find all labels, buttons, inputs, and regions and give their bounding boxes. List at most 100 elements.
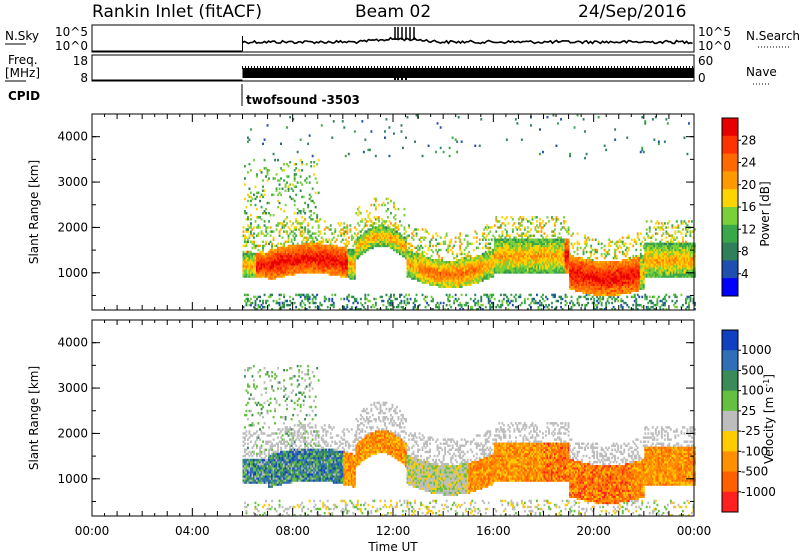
cell <box>530 246 532 250</box>
cell <box>542 303 544 307</box>
cell <box>379 228 382 231</box>
cell <box>356 248 359 252</box>
cell <box>253 261 255 264</box>
cell <box>263 220 266 223</box>
cell <box>310 199 313 203</box>
cell <box>293 177 296 180</box>
cell <box>341 252 344 256</box>
cell <box>266 256 269 260</box>
cell <box>486 261 489 264</box>
cell <box>575 259 577 262</box>
cell <box>444 269 447 272</box>
cell <box>423 271 425 274</box>
cell <box>575 289 577 293</box>
cell <box>358 230 361 233</box>
cell <box>290 256 293 260</box>
cell <box>320 242 323 246</box>
cell <box>245 259 248 262</box>
cell <box>505 238 508 241</box>
cell <box>418 261 421 264</box>
cell <box>490 252 493 256</box>
cell <box>281 222 284 225</box>
cell <box>313 252 316 256</box>
cell <box>400 246 403 250</box>
cell <box>271 269 273 272</box>
cell <box>262 244 264 248</box>
cell <box>414 273 416 276</box>
cell <box>323 261 326 264</box>
cell <box>317 220 320 223</box>
cell <box>265 271 267 274</box>
cell <box>441 279 444 282</box>
cell <box>570 299 573 303</box>
cell <box>257 226 260 229</box>
cell <box>477 301 480 305</box>
cell <box>387 230 389 233</box>
cell <box>546 250 549 254</box>
cell <box>504 240 507 244</box>
cell <box>578 279 580 282</box>
cell <box>292 234 295 237</box>
cell <box>469 297 472 301</box>
cell <box>525 218 528 221</box>
cell <box>325 265 328 268</box>
cell <box>569 271 571 274</box>
cell <box>284 240 287 244</box>
cell <box>384 234 386 237</box>
cell <box>570 263 573 266</box>
cell <box>441 265 444 268</box>
cell <box>566 238 568 241</box>
cell <box>268 212 270 215</box>
cell <box>299 265 302 268</box>
cell <box>468 283 471 286</box>
cell <box>489 271 492 274</box>
cell <box>478 275 481 278</box>
cell <box>572 261 574 264</box>
cell <box>581 259 583 262</box>
cell <box>466 281 469 284</box>
cell <box>305 269 308 272</box>
cell <box>436 279 439 282</box>
cell <box>242 275 245 278</box>
cell <box>341 275 344 278</box>
cell <box>376 226 379 229</box>
cell <box>537 238 540 241</box>
cell <box>253 275 255 278</box>
cell <box>534 267 537 270</box>
cell <box>424 261 427 264</box>
cell <box>424 265 427 268</box>
cell <box>507 242 510 246</box>
cell <box>484 267 487 270</box>
cell <box>495 248 498 252</box>
cell <box>578 269 580 272</box>
cell <box>444 265 447 268</box>
cell <box>275 271 278 274</box>
cell <box>331 263 334 266</box>
cell <box>546 234 549 237</box>
cell <box>325 226 328 229</box>
cell <box>284 185 287 188</box>
cell <box>364 230 367 233</box>
cell <box>322 265 325 268</box>
cell <box>484 293 487 297</box>
cell <box>442 271 445 274</box>
cell <box>290 267 293 270</box>
cell <box>323 271 326 274</box>
cell <box>409 269 412 272</box>
cell <box>539 242 541 246</box>
cell <box>429 265 431 268</box>
cell <box>588 273 591 276</box>
cell <box>403 252 406 256</box>
cell <box>439 273 442 276</box>
cell <box>570 261 573 264</box>
cell <box>292 297 295 301</box>
cell <box>421 228 424 231</box>
cell <box>272 254 275 258</box>
cell <box>301 242 304 246</box>
cell <box>359 248 362 252</box>
cell <box>290 265 293 268</box>
cell <box>519 250 522 254</box>
cell <box>534 252 537 256</box>
cell <box>576 289 579 293</box>
cell <box>492 252 495 256</box>
